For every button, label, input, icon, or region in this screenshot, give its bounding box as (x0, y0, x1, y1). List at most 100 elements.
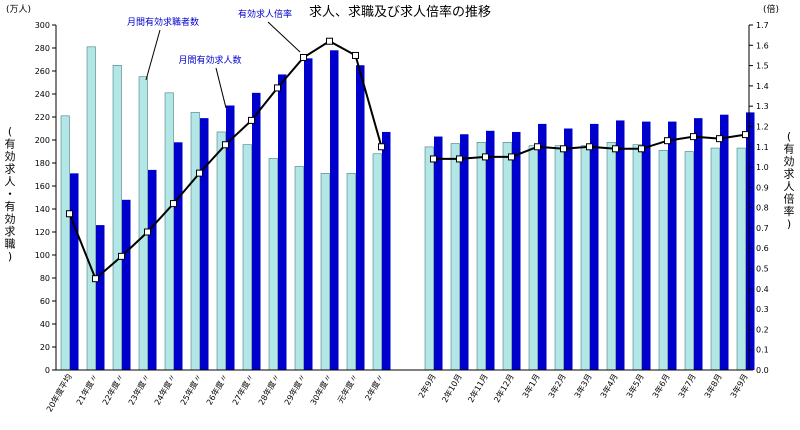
bar-job-seekers (164, 92, 174, 371)
ratio-point (612, 145, 619, 153)
category-label: 2年9月 (416, 372, 438, 400)
right-tick-label: 1.1 (756, 143, 769, 152)
bar-job-seekers (424, 146, 434, 371)
ratio-point (222, 141, 229, 149)
category-label: 22年度〃 (100, 372, 126, 407)
right-tick-label: 1.7 (756, 21, 769, 30)
axis-label-char: ) (8, 250, 12, 263)
ratio-point (326, 37, 333, 45)
ratio-point (300, 53, 307, 61)
left-tick-label: 200 (35, 136, 50, 145)
axis-label-char: 職 (5, 238, 16, 251)
category-label: 2年11月 (465, 372, 489, 404)
category-label: 3年9月 (728, 372, 750, 400)
ratio-point (118, 252, 125, 260)
annotation-job-offers: 月間有効求人数 (178, 54, 241, 66)
bar-job-seekers (112, 65, 122, 371)
bar-job-offers (642, 121, 651, 370)
bar-job-seekers (86, 46, 96, 371)
bar-job-offers (382, 131, 391, 370)
bar-job-offers (70, 173, 79, 370)
right-tick-label: 0.8 (756, 204, 769, 213)
category-label: 28年度〃 (256, 372, 282, 407)
axis-label-char: ) (787, 218, 791, 231)
left-tick-label: 160 (35, 182, 50, 191)
bar-job-seekers (684, 151, 694, 371)
axis-label-char: 率 (784, 204, 795, 218)
ratio-point (92, 275, 99, 283)
bar-job-offers (174, 142, 183, 370)
bar-job-offers (564, 128, 573, 370)
left-tick-label: 40 (40, 320, 50, 329)
axis-label-char: 有 (784, 142, 795, 156)
category-label: 2年12月 (491, 372, 515, 404)
category-label: 30年度〃 (308, 372, 334, 407)
ratio-line (66, 37, 749, 283)
bar-job-seekers (346, 173, 356, 371)
left-tick-label: 0 (45, 366, 50, 375)
category-label: 3年5月 (624, 372, 646, 400)
left-unit: (万人) (6, 4, 31, 15)
ratio-point (248, 116, 255, 124)
category-label: 元年度〃 (335, 372, 360, 405)
axis-label-char: 人 (5, 175, 16, 188)
category-label: 3年7月 (676, 372, 698, 400)
bar-job-offers (720, 114, 729, 370)
axis-label-char: ( (787, 130, 791, 143)
annotation-leader-job-seekers (145, 29, 161, 81)
bar-job-seekers (268, 158, 278, 371)
ratio-point (66, 210, 73, 218)
axis-label-char: 効 (784, 154, 795, 168)
ratio-point (170, 200, 177, 208)
bar-job-offers (148, 169, 157, 370)
category-label: 20年度平均 (44, 372, 74, 414)
bar-job-offers (122, 199, 131, 370)
ratio-point (560, 145, 567, 153)
category-label: 21年度〃 (74, 372, 100, 407)
category-label: 3年2月 (546, 372, 568, 400)
axis-label-char: 効 (5, 149, 16, 163)
ratio-point (508, 153, 515, 161)
bar-job-offers (538, 123, 547, 371)
bar-job-offers (694, 118, 703, 371)
bar-job-seekers (294, 166, 304, 371)
vertical-axis-labels: (有効求人・有効求職)(有効求人倍率) (5, 125, 795, 263)
right-tick-label: 0.0 (756, 366, 769, 375)
right-tick-label: 0.6 (756, 244, 769, 253)
annotation-ratio: 有効求人倍率 (238, 8, 292, 20)
axis-label-char: 倍 (784, 192, 795, 206)
ratio-point (482, 153, 489, 161)
bar-job-offers (278, 74, 287, 370)
ratio-point (430, 155, 437, 163)
category-label: 3年6月 (650, 372, 672, 400)
bar-job-offers (96, 225, 105, 370)
axis-label-char: 効 (5, 212, 16, 226)
left-tick-label: 260 (35, 67, 50, 76)
left-tick-label: 140 (35, 205, 50, 214)
left-tick-label: 100 (35, 251, 50, 260)
ratio-point (196, 169, 203, 177)
left-tick-label: 120 (35, 228, 50, 237)
bar-job-seekers (190, 112, 200, 371)
bar-job-seekers (242, 144, 252, 371)
bar-job-seekers (372, 153, 382, 371)
bar-job-seekers (450, 143, 460, 371)
left-tick-label: 20 (40, 343, 50, 352)
left-tick-label: 240 (35, 90, 50, 99)
bar-job-offers (330, 50, 339, 371)
bar-job-offers (746, 112, 755, 371)
ratio-point (664, 137, 671, 145)
bar-job-seekers (736, 147, 746, 371)
left-tick-label: 80 (40, 274, 50, 283)
bar-job-offers (486, 130, 495, 370)
bar-job-seekers (580, 145, 590, 371)
bar-job-seekers (554, 145, 564, 371)
bar-job-offers (512, 131, 521, 370)
right-tick-label: 1.5 (756, 62, 769, 71)
ratio-point (144, 228, 151, 236)
ratio-point (534, 143, 541, 151)
bar-job-offers (200, 118, 209, 371)
right-tick-label: 0.2 (756, 325, 769, 334)
right-unit: (倍) (763, 3, 779, 15)
